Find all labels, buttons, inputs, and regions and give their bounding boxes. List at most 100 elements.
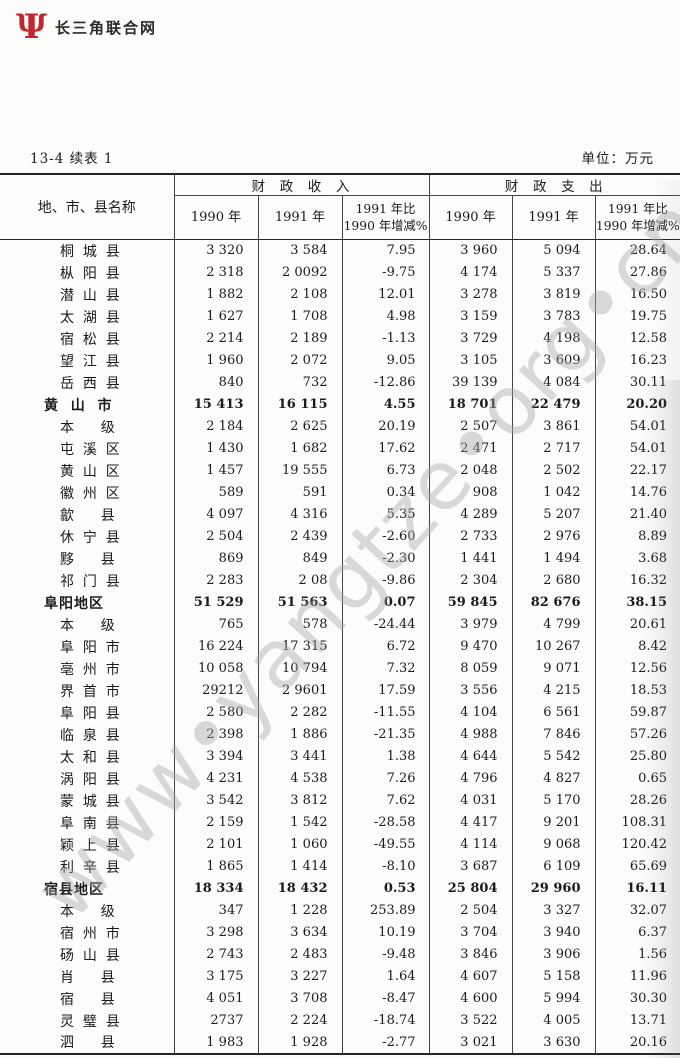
expenditure-1990-cell: 4 289 — [428, 503, 513, 526]
revenue-change-cell: 7.62 — [341, 789, 430, 812]
expenditure-1990-cell: 3 960 — [428, 239, 513, 262]
expenditure-1990-cell: 4 607 — [428, 965, 513, 988]
name-column-header: 地、市、县名称 — [0, 174, 174, 240]
expenditure-1991-cell: 4 827 — [511, 767, 596, 790]
expenditure-change-cell: 16.50 — [594, 283, 680, 306]
revenue-1990-cell: 4 051 — [173, 987, 258, 1010]
revenue-1991-cell: 3 441 — [257, 745, 342, 768]
region-name-cell: 歙 县 — [60, 507, 115, 524]
revenue-change-cell: -9.86 — [341, 569, 430, 592]
revenue-change-cell: 7.26 — [341, 767, 430, 790]
revenue-1990-cell: 4 231 — [173, 767, 258, 790]
region-name-cell: 颖 上 县 — [60, 837, 120, 854]
region-name-cell: 本 级 — [60, 617, 115, 634]
expenditure-1991-cell: 7 846 — [511, 723, 596, 746]
expenditure-1990-cell: 3 159 — [428, 305, 513, 328]
expenditure-change-header: 1991 年比 1990 年增减% — [594, 195, 680, 240]
revenue-1991-cell: 2 9601 — [257, 679, 342, 702]
expenditure-change-cell: 14.76 — [594, 481, 680, 504]
expenditure-change-cell: 6.37 — [594, 921, 680, 944]
expenditure-1991-cell: 4 198 — [511, 327, 596, 350]
revenue-1991-cell: 3 708 — [257, 987, 342, 1010]
expenditure-1990-cell: 2 048 — [428, 459, 513, 482]
revenue-1991-cell: 4 538 — [257, 767, 342, 790]
expenditure-1990-cell: 4 104 — [428, 701, 513, 724]
region-name-cell: 宿 松 县 — [60, 331, 120, 348]
table-row: 宿 县 4 051 3 708 -8.47 4 600 5 994 30.30 — [0, 987, 680, 1010]
expenditure-change-cell: 8.89 — [594, 525, 680, 548]
table-row: 岳 西 县 840 732 -12.86 39 139 4 084 30.11 — [0, 371, 680, 394]
revenue-change-cell: -24.44 — [341, 613, 430, 636]
region-name-cell: 桐 城 县 — [60, 243, 120, 260]
expenditure-change-cell: 30.30 — [594, 987, 680, 1010]
revenue-1990-cell: 1 960 — [173, 349, 258, 372]
revenue-1990-header: 1990 年 — [173, 195, 258, 240]
revenue-change-cell: -18.74 — [341, 1009, 430, 1032]
revenue-1991-cell: 2 483 — [257, 943, 342, 966]
expenditure-change-cell: 27.86 — [594, 261, 680, 284]
expenditure-1991-cell: 4 215 — [511, 679, 596, 702]
revenue-change-cell: 4.55 — [341, 393, 430, 416]
revenue-1990-cell: 2 504 — [173, 525, 258, 548]
expenditure-1991-cell: 5 158 — [511, 965, 596, 988]
revenue-1990-cell: 2 214 — [173, 327, 258, 350]
revenue-1990-cell: 2737 — [173, 1009, 258, 1032]
expenditure-change-cell: 65.69 — [594, 855, 680, 878]
revenue-1991-cell: 16 115 — [257, 393, 342, 416]
expenditure-change-cell: 16.23 — [594, 349, 680, 372]
expenditure-1990-cell: 2 504 — [428, 899, 513, 922]
revenue-1990-cell: 3 298 — [173, 921, 258, 944]
expenditure-change-cell: 22.17 — [594, 459, 680, 482]
expenditure-1990-cell: 9 470 — [428, 635, 513, 658]
table-row: 灵 璧 县 2737 2 224 -18.74 3 522 4 005 13.7… — [0, 1009, 680, 1032]
expenditure-change-cell: 18.53 — [594, 679, 680, 702]
expenditure-1991-cell: 4 799 — [511, 613, 596, 636]
revenue-change-cell: 10.19 — [341, 921, 430, 944]
revenue-1991-cell: 2 189 — [257, 327, 342, 350]
expenditure-1990-cell: 25 804 — [428, 877, 513, 900]
revenue-change-cell: 0.53 — [341, 877, 430, 900]
revenue-1991-cell: 2 0092 — [257, 261, 342, 284]
revenue-change-cell: -8.10 — [341, 855, 430, 878]
table-row: 屯 溪 区 1 430 1 682 17.62 2 471 2 717 54.0… — [0, 437, 680, 460]
region-name-cell: 太 和 县 — [60, 749, 120, 766]
region-name-cell: 本 级 — [60, 419, 115, 436]
revenue-1991-cell: 849 — [257, 547, 342, 570]
revenue-change-cell: -2.77 — [341, 1031, 430, 1054]
region-name-cell: 阜 阳 市 — [60, 639, 120, 656]
expenditure-1991-cell: 3 906 — [511, 943, 596, 966]
table-row: 歙 县 4 097 4 316 5.35 4 289 5 207 21.40 — [0, 503, 680, 526]
expenditure-change-cell: 19.75 — [594, 305, 680, 328]
table-row: 桐 城 县 3 320 3 584 7.95 3 960 5 094 28.64 — [0, 239, 680, 262]
table-row: 宿 松 县 2 214 2 189 -1.13 3 729 4 198 12.5… — [0, 327, 680, 350]
expenditure-change-cell: 11.96 — [594, 965, 680, 988]
revenue-1990-cell: 3 320 — [173, 239, 258, 262]
expenditure-change-cell: 38.15 — [594, 591, 680, 614]
region-name-cell: 休 宁 县 — [60, 529, 120, 546]
expenditure-1991-cell: 3 609 — [511, 349, 596, 372]
revenue-change-cell: 17.62 — [341, 437, 430, 460]
region-name-cell: 潜 山 县 — [60, 287, 120, 304]
revenue-1990-cell: 10 058 — [173, 657, 258, 680]
region-name-cell: 阜阳地区 — [44, 595, 104, 612]
revenue-1990-cell: 2 184 — [173, 415, 258, 438]
revenue-1991-cell: 4 316 — [257, 503, 342, 526]
expenditure-change-cell: 13.71 — [594, 1009, 680, 1032]
table-row: 本 级 347 1 228 253.89 2 504 3 327 32.07 — [0, 899, 680, 922]
region-name-cell: 望 江 县 — [60, 353, 120, 370]
table-row: 宿县地区 18 334 18 432 0.53 25 804 29 960 16… — [0, 877, 680, 900]
revenue-1991-cell: 3 584 — [257, 239, 342, 262]
expenditure-change-cell: 120.42 — [594, 833, 680, 856]
expenditure-1991-cell: 3 327 — [511, 899, 596, 922]
expenditure-1991-cell: 3 940 — [511, 921, 596, 944]
region-name-cell: 灵 璧 县 — [60, 1013, 120, 1030]
revenue-1991-cell: 1 414 — [257, 855, 342, 878]
expenditure-1991-cell: 2 502 — [511, 459, 596, 482]
expenditure-change-cell: 16.32 — [594, 569, 680, 592]
table-row: 肖 县 3 175 3 227 1.64 4 607 5 158 11.96 — [0, 965, 680, 988]
table-row: 砀 山 县 2 743 2 483 -9.48 3 846 3 906 1.56 — [0, 943, 680, 966]
revenue-change-cell: 4.98 — [341, 305, 430, 328]
region-name-cell: 祁 门 县 — [60, 573, 120, 590]
table-row: 徽 州 区 589 591 0.34 908 1 042 14.76 — [0, 481, 680, 504]
revenue-change-cell: 6.72 — [341, 635, 430, 658]
